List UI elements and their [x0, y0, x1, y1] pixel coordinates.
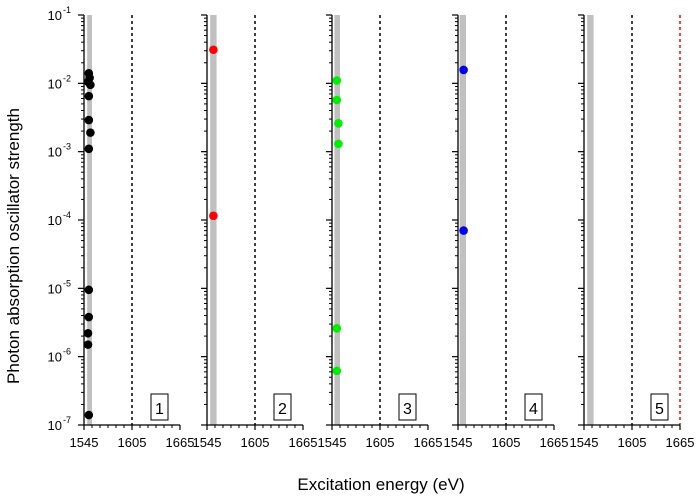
data-point	[84, 91, 94, 101]
y-tick-exponent: -3	[63, 142, 71, 152]
y-tick-label: 10	[48, 76, 62, 91]
panel-label: 3	[403, 401, 412, 418]
data-point	[209, 211, 218, 221]
panel-label: 4	[529, 401, 538, 418]
energy-band	[334, 15, 340, 425]
panel-3: 1545 1605 1665 3	[318, 14, 443, 450]
panel-label: 1	[155, 401, 164, 418]
y-tick-label: 10	[48, 281, 62, 296]
panel-label-box	[398, 393, 417, 421]
x-tick-label: 1665	[540, 435, 569, 450]
y-axis-title: Photon absorption oscillator strength	[4, 108, 23, 384]
data-point	[334, 119, 343, 128]
y-tick-label: 10	[48, 213, 62, 228]
y-tick-label: 10	[48, 8, 62, 23]
x-tick-label: 1605	[118, 435, 147, 450]
y-tick-exponent: -5	[63, 278, 71, 288]
x-tick-label: 1605	[366, 435, 395, 450]
x-tick-label: 1545	[193, 435, 222, 450]
data-point	[459, 65, 468, 75]
data-point	[83, 328, 93, 338]
y-tick-label: 10	[48, 145, 62, 160]
y-tick-exponent: -7	[63, 415, 71, 425]
x-tick-label: 1605	[492, 435, 521, 450]
x-tick-label: 1665	[414, 435, 443, 450]
x-tick-label: 1605	[618, 435, 647, 450]
energy-band	[459, 15, 466, 425]
y-tick-exponent: -1	[63, 5, 71, 15]
energy-band	[87, 15, 92, 425]
panel-label-box	[150, 393, 169, 421]
data-point	[84, 115, 94, 125]
data-point	[83, 340, 93, 349]
y-tick-exponent: -6	[63, 347, 71, 357]
panel-label: 5	[655, 401, 664, 418]
x-axis-title: Excitation energy (eV)	[297, 475, 464, 494]
energy-band	[587, 15, 594, 425]
panel-1: 1545 1605 1665 1	[70, 14, 195, 450]
data-point	[459, 226, 468, 235]
panel-label: 2	[278, 401, 287, 418]
data-point	[84, 410, 94, 420]
x-tick-label: 1665	[666, 435, 695, 450]
x-tick-label: 1545	[318, 435, 347, 450]
panel-4: 1545 1605 1665 4	[444, 14, 569, 450]
data-point	[209, 45, 218, 55]
y-tick-exponent: -2	[63, 73, 71, 83]
y-tick-labels: 10-110-210-310-410-510-610-7	[48, 5, 71, 433]
panel-label-box	[524, 393, 543, 421]
data-point	[84, 312, 94, 322]
data-point	[334, 139, 343, 149]
y-axis-title-group: Photon absorption oscillator strength	[4, 108, 23, 384]
panel-label-box	[650, 393, 669, 421]
data-point	[332, 324, 342, 333]
data-point	[84, 144, 94, 154]
y-tick-label: 10	[48, 350, 62, 365]
panel-5: 1545 1605 1665 5	[570, 14, 695, 450]
y-tick-label: 10	[48, 418, 62, 433]
x-tick-label: 1605	[241, 435, 270, 450]
data-point	[86, 80, 95, 90]
x-tick-label: 1665	[166, 435, 195, 450]
x-tick-label: 1665	[289, 435, 318, 450]
data-point	[332, 76, 342, 85]
x-tick-label: 1545	[444, 435, 473, 450]
x-tick-label: 1545	[70, 435, 99, 450]
x-tick-label: 1545	[570, 435, 599, 450]
data-point	[86, 128, 95, 137]
data-point	[332, 366, 342, 376]
panel-2: 1545 1605 1665 2	[193, 14, 318, 450]
panel-label-box	[273, 393, 292, 421]
y-tick-exponent: -4	[63, 210, 71, 220]
data-point	[84, 285, 94, 295]
data-point	[332, 95, 342, 105]
